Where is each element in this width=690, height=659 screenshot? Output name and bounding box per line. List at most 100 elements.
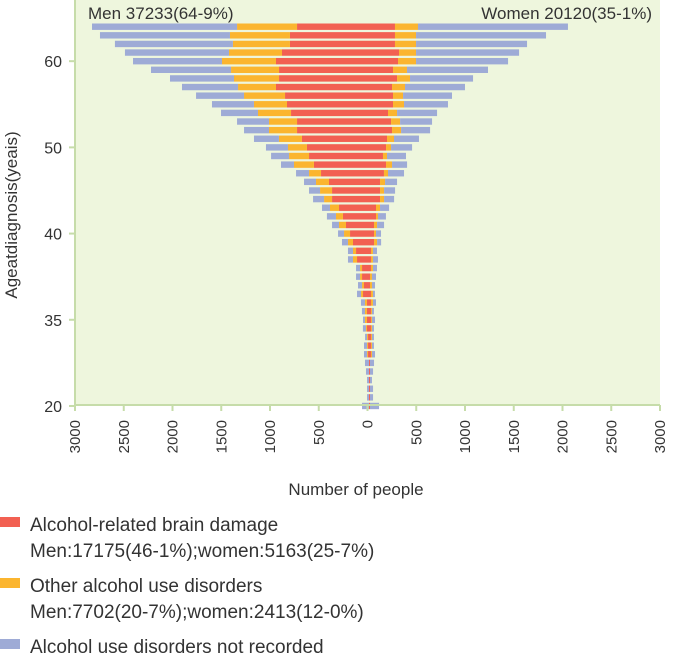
bar-women-29-series-2 [371, 325, 374, 332]
x-tick-label: 500 [408, 420, 425, 445]
bar-men-44-series-1 [324, 195, 333, 203]
bar-women-46-series-1 [380, 178, 386, 186]
bar-men-33-series-1 [361, 290, 364, 298]
bar-men-41-series-1 [339, 221, 347, 229]
x-tick-label: 2500 [603, 420, 620, 453]
bar-men-46-series-2 [304, 178, 317, 186]
bar-men-30-series-1 [364, 316, 367, 323]
bar-men-28-series-1 [367, 333, 369, 341]
bar-men-56-series-0 [285, 92, 370, 99]
y-tick-label: 60 [44, 54, 62, 71]
bar-men-48-series-2 [281, 161, 294, 168]
bar-women-32-series-1 [370, 299, 373, 306]
bar-men-55-series-1 [253, 101, 288, 108]
bar-women-53-series-0 [370, 118, 392, 125]
bar-women-36-series-1 [370, 264, 373, 272]
bar-men-35-series-2 [356, 273, 361, 280]
bar-women-34-series-2 [371, 282, 376, 289]
bar-men-59-series-0 [279, 66, 370, 73]
bar-women-49-series-1 [382, 152, 388, 160]
bar-women-41-series-1 [374, 221, 378, 229]
bar-men-61-series-0 [281, 49, 370, 56]
bar-men-45-series-2 [309, 187, 321, 194]
bar-men-34-series-0 [364, 282, 370, 289]
bar-men-22-series-2 [367, 385, 370, 392]
bar-men-23-series-0 [369, 376, 370, 384]
bar-men-62-series-1 [232, 40, 290, 48]
bar-women-42-series-2 [377, 213, 386, 220]
x-tick-label: 0 [360, 420, 377, 428]
y-tick-label: 35 [44, 313, 62, 330]
x-tick-label: 3000 [67, 420, 84, 453]
bar-women-64-series-2 [417, 23, 568, 30]
bar-women-58-series-2 [410, 75, 474, 82]
bar-women-27-series-0 [370, 342, 371, 349]
bar-men-46-series-1 [316, 178, 329, 186]
bar-women-56-series-0 [370, 92, 394, 99]
bar-men-50-series-2 [265, 144, 288, 151]
bar-men-39-series-1 [347, 239, 353, 246]
bar-women-52-series-2 [401, 126, 431, 134]
legend: Alcohol-related brain damage Men:17175(46… [0, 515, 374, 658]
bar-men-63-series-1 [229, 32, 290, 39]
bar-men-27-series-0 [368, 342, 370, 349]
bar-women-46-series-2 [385, 178, 398, 186]
legend-label: Alcohol use disorders not recorded [30, 637, 324, 654]
bar-women-45-series-0 [370, 187, 381, 194]
bar-men-47-series-0 [321, 170, 370, 177]
bar-men-31-series-0 [366, 307, 370, 315]
bar-women-40-series-0 [370, 230, 375, 237]
bar-women-33-series-0 [370, 290, 371, 298]
bar-women-60-series-1 [398, 57, 417, 65]
bar-men-58-series-1 [234, 75, 280, 82]
bar-men-54-series-1 [257, 109, 292, 117]
bar-women-21-series-2 [370, 394, 374, 401]
bar-men-32-series-0 [366, 299, 370, 306]
bar-women-39-series-2 [377, 239, 382, 246]
bar-women-27-series-1 [370, 342, 372, 349]
bar-men-37-series-0 [357, 256, 370, 263]
legend-label: Other alcohol use disorders [30, 576, 262, 597]
bar-women-33-series-2 [372, 290, 375, 298]
x-tick-label: 3000 [652, 420, 669, 453]
bar-men-49-series-1 [289, 152, 310, 160]
y-axis-title: Ageatdiagnosis(yeais) [2, 131, 21, 298]
women-total-label: Women 20120(35-1%) [481, 4, 652, 23]
bar-men-52-series-0 [297, 126, 370, 134]
bar-men-64-series-0 [297, 23, 370, 30]
bar-women-64-series-1 [394, 23, 418, 30]
bar-men-22-series-0 [369, 385, 370, 392]
legend-label: Alcohol-related brain damage [30, 515, 278, 536]
bar-men-40-series-2 [338, 230, 345, 237]
bar-men-41-series-2 [332, 221, 340, 229]
bar-women-50-series-0 [370, 144, 387, 151]
bar-men-38-series-0 [356, 247, 370, 255]
bar-women-40-series-2 [375, 230, 382, 237]
bar-women-54-series-0 [370, 109, 388, 117]
bar-women-34-series-1 [370, 282, 372, 289]
x-tick-label: 2000 [165, 420, 182, 453]
bar-men-64-series-1 [237, 23, 298, 30]
bar-men-35-series-1 [360, 273, 363, 280]
bar-men-48-series-0 [313, 161, 370, 168]
bar-women-36-series-0 [370, 264, 371, 272]
bar-men-23-series-2 [367, 376, 370, 384]
bar-men-36-series-0 [362, 264, 370, 272]
legend-item: Alcohol-related brain damage Men:17175(46… [0, 515, 374, 562]
bar-women-29-series-0 [370, 325, 371, 332]
bar-men-47-series-1 [309, 170, 322, 177]
bar-men-25-series-2 [364, 359, 370, 367]
bar-women-38-series-0 [370, 247, 371, 255]
bar-women-43-series-1 [375, 204, 381, 211]
bar-men-57-series-2 [181, 83, 239, 91]
bar-men-31-series-2 [361, 307, 365, 315]
bar-women-28-series-1 [370, 333, 372, 341]
bar-women-56-series-1 [393, 92, 404, 99]
bar-men-51-series-2 [253, 135, 279, 142]
bar-men-49-series-0 [309, 152, 370, 160]
bar-men-28-series-0 [368, 333, 370, 341]
bar-women-55-series-0 [370, 101, 394, 108]
bar-women-47-series-2 [387, 170, 405, 177]
bar-men-29-series-0 [366, 325, 370, 332]
bar-women-32-series-0 [370, 299, 371, 306]
